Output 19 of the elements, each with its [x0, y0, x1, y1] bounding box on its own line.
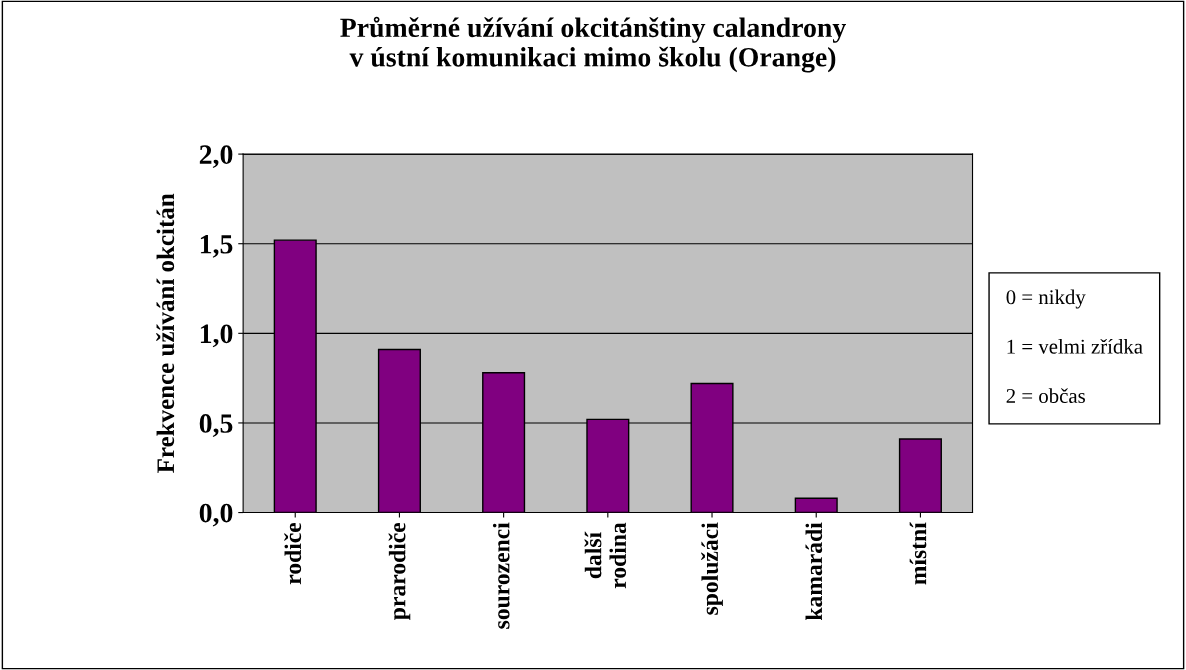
- x-tick-label: prarodiče: [388, 522, 411, 620]
- x-tick-label: rodiče: [284, 522, 302, 585]
- y-tick-label: 1,5: [200, 235, 233, 258]
- bar: [794, 497, 838, 513]
- x-tick-label: sourozenci: [492, 522, 510, 629]
- x-tick-label: místní: [909, 521, 927, 585]
- y-tick-label: 0,5: [199, 414, 233, 437]
- text: 2 = občas: [1006, 388, 1085, 403]
- y-axis-title: Frekvence užívání okcitán: [156, 193, 175, 473]
- y-tick-label: 1,0: [200, 324, 233, 348]
- chart-title: Průměrné užívání okcitánštiny calandrony v ústní komunikaci mimo školu (Orange): [340, 16, 846, 73]
- y-tick-label: 0,0: [199, 503, 233, 527]
- text: 1 = velmi zřídka: [1007, 338, 1143, 354]
- x-tick-label: spolužáci: [701, 522, 723, 615]
- x-tick-label: kamarádi: [805, 522, 823, 621]
- bar: [898, 438, 942, 513]
- text: 0 = nikdy: [1006, 289, 1086, 309]
- x-tick-label: další rodina: [584, 522, 627, 589]
- y-tick-label: 2,0: [199, 145, 233, 169]
